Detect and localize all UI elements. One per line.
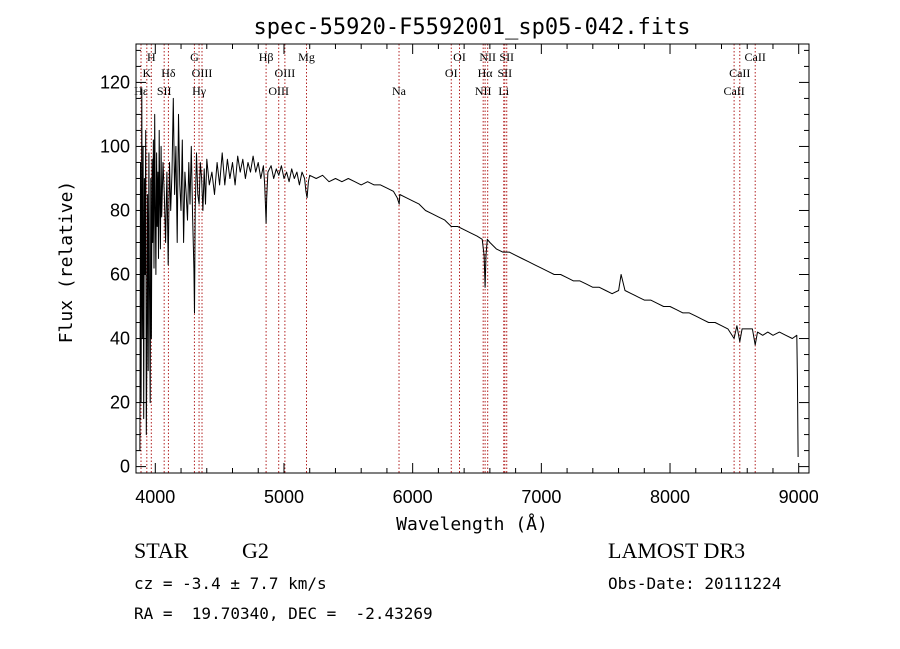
survey-name: LAMOST DR3 <box>608 538 746 563</box>
spectral-line-markers <box>140 44 756 473</box>
x-tick-label: 8000 <box>650 487 690 507</box>
y-tick-label: 60 <box>110 265 130 285</box>
chart-title: spec-55920-F5592001_sp05-042.fits <box>253 15 690 40</box>
plot-frame <box>135 43 810 474</box>
spectral-line-label: Hγ <box>192 84 207 98</box>
spectrum-line <box>139 88 799 458</box>
spectral-line-label: G <box>190 50 199 64</box>
spectral-line-label: CaII <box>729 66 750 80</box>
object-class: STAR <box>134 538 189 563</box>
x-tick-label: 6000 <box>393 487 433 507</box>
x-axis-label: Wavelength (Å) <box>396 513 548 535</box>
spectral-line-label: Mg <box>298 50 315 64</box>
y-axis-label: Flux (relative) <box>56 181 77 344</box>
spectral-line-label: NII <box>479 50 496 64</box>
spectral-line-label: Hβ <box>259 50 274 64</box>
redshift-cz: cz = -3.4 ± 7.7 km/s <box>134 574 327 593</box>
spectral-line-label: CaII <box>723 84 744 98</box>
spectral-line-label: Hα <box>478 66 494 80</box>
y-tick-label: 120 <box>100 72 130 92</box>
y-tick-label: 80 <box>110 200 130 220</box>
spectral-line-label: OIII <box>268 84 289 98</box>
spectral-line-label: CaII <box>745 50 766 64</box>
spectral-line-label: Li <box>498 84 509 98</box>
x-axis-ticks: 4000 5000 6000 7000 8000 9000 <box>135 44 819 507</box>
x-tick-label: 7000 <box>521 487 561 507</box>
x-tick-label: 9000 <box>779 487 819 507</box>
coordinates: RA = 19.70340, DEC = -2.43269 <box>134 604 433 623</box>
y-tick-label: 40 <box>110 329 130 349</box>
spectral-line-label: SII <box>157 84 172 98</box>
spectral-line-label: OI <box>445 66 458 80</box>
y-tick-label: 0 <box>120 457 130 477</box>
observation-date: Obs-Date: 20111224 <box>608 574 782 593</box>
spectral-line-label: Hε <box>134 84 148 98</box>
spectral-line-label: Na <box>392 84 407 98</box>
spectral-line-label: SII <box>497 66 512 80</box>
object-subclass: G2 <box>242 538 269 563</box>
spectral-line-label: K <box>142 66 151 80</box>
spectral-line-label: H <box>147 50 156 64</box>
y-tick-label: 100 <box>100 136 130 156</box>
spectral-line-label: OIII <box>192 66 213 80</box>
y-tick-label: 20 <box>110 393 130 413</box>
spectral-line-label: OI <box>453 50 466 64</box>
spectral-line-label: Hδ <box>161 66 176 80</box>
spectral-line-label: SII <box>499 50 514 64</box>
spectral-line-label: NII <box>475 84 492 98</box>
spectral-line-label: OIII <box>275 66 296 80</box>
y-axis-ticks: 0 20 40 60 80 100 120 <box>100 49 809 477</box>
x-tick-label: 5000 <box>264 487 304 507</box>
x-tick-label: 4000 <box>135 487 175 507</box>
